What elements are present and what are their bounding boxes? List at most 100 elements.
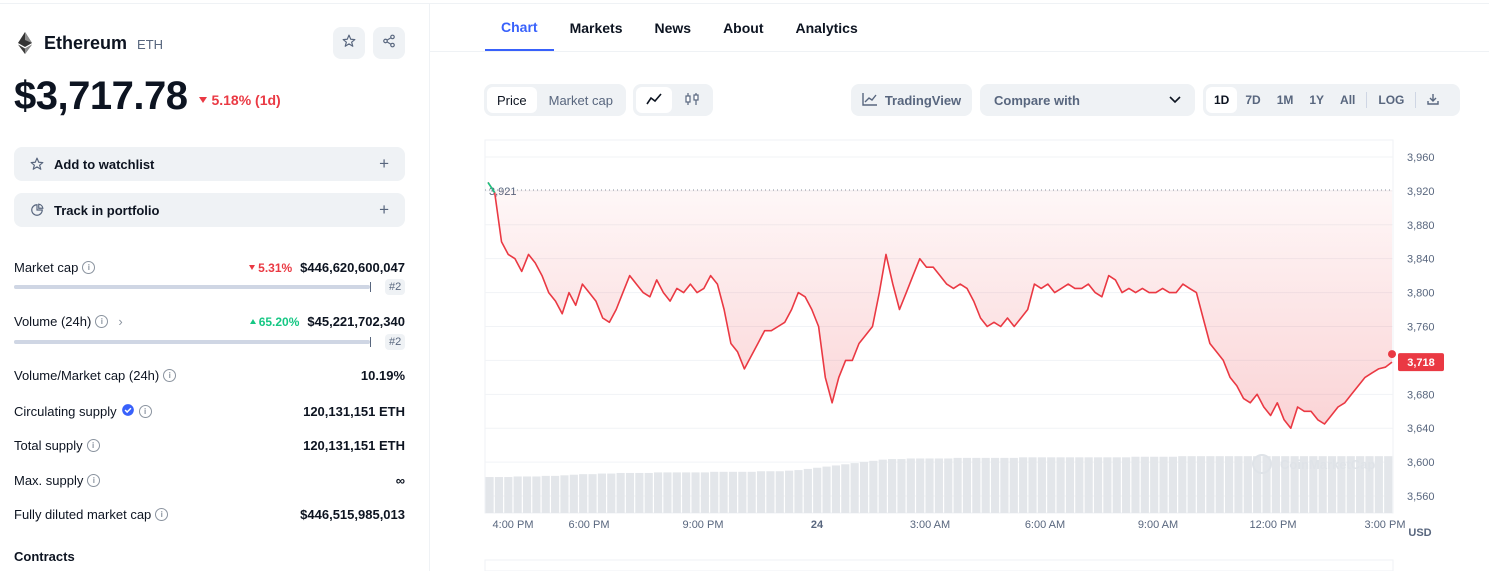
y-tick-label: 3,960 bbox=[1407, 152, 1435, 164]
price-line bbox=[487, 181, 1393, 429]
volume-bar bbox=[1346, 456, 1355, 513]
volume-bar bbox=[1290, 456, 1299, 513]
market-cap-stat: Market cap i 5.31% $446,620,600,047 bbox=[14, 260, 405, 275]
volume-bar bbox=[850, 463, 859, 513]
y-tick-label: 3,880 bbox=[1407, 220, 1435, 232]
volume-bar bbox=[1281, 456, 1290, 513]
x-tick-label: 4:00 PM bbox=[493, 519, 534, 531]
x-tick-label: 9:00 AM bbox=[1138, 519, 1178, 531]
volume-label: Volume (24h) i › bbox=[14, 314, 123, 329]
range-navigator[interactable] bbox=[484, 559, 1394, 571]
volume-bar bbox=[1178, 456, 1187, 513]
y-tick-label: 3,800 bbox=[1407, 288, 1435, 300]
info-icon[interactable]: i bbox=[87, 474, 101, 487]
volume-bar bbox=[1168, 456, 1178, 513]
volume-bar bbox=[644, 472, 653, 513]
volume-bar bbox=[981, 457, 990, 513]
volume-bar bbox=[1131, 456, 1140, 513]
chevron-right-icon[interactable]: › bbox=[118, 314, 123, 329]
volume-bar bbox=[990, 457, 1000, 513]
info-icon[interactable]: i bbox=[163, 369, 177, 382]
volume-bar bbox=[953, 457, 962, 513]
tab-about[interactable]: About bbox=[723, 19, 764, 36]
volume-bar bbox=[1140, 456, 1149, 513]
current-price-tag bbox=[1398, 353, 1444, 372]
volume-bar bbox=[1187, 456, 1196, 513]
tab-news[interactable]: News bbox=[654, 19, 692, 36]
info-icon[interactable]: i bbox=[95, 315, 109, 328]
info-icon[interactable]: i bbox=[138, 405, 152, 418]
info-icon[interactable]: i bbox=[155, 508, 169, 521]
volume-bar bbox=[1047, 457, 1056, 513]
total-supply-stat: Total supply i 120,131,151 ETH bbox=[14, 438, 405, 453]
range-1y[interactable]: 1Y bbox=[1309, 93, 1325, 107]
info-icon[interactable]: i bbox=[86, 439, 100, 452]
volume-bar bbox=[1206, 456, 1215, 513]
range-1m[interactable]: 1M bbox=[1276, 93, 1294, 107]
price-chart[interactable]: 3,9603,9203,8803,8403,8003,7603,7203,680… bbox=[430, 130, 1489, 571]
volume-bar bbox=[1037, 457, 1046, 513]
volume-bar bbox=[1056, 457, 1065, 513]
max-supply-label: Max. supply bbox=[14, 473, 84, 488]
y-tick-label: 3,600 bbox=[1407, 457, 1435, 469]
volume-bar bbox=[541, 475, 550, 513]
volume-bar bbox=[747, 471, 756, 513]
line-chart-icon bbox=[646, 92, 662, 109]
track-in-portfolio-button[interactable]: Track in portfolio + bbox=[14, 193, 405, 227]
fully-diluted-market-cap-stat: Fully diluted market cap i $446,515,985,0… bbox=[14, 507, 405, 522]
volume-bar bbox=[700, 472, 709, 513]
tradingview-button[interactable]: TradingView bbox=[851, 84, 972, 116]
price-option[interactable]: Price bbox=[487, 87, 537, 113]
log-scale-toggle[interactable]: LOG bbox=[1378, 93, 1405, 107]
info-icon[interactable]: i bbox=[82, 261, 96, 274]
total-supply-value: 120,131,151 ETH bbox=[303, 438, 405, 453]
volume-bar bbox=[635, 472, 644, 513]
candlestick-option[interactable] bbox=[674, 87, 710, 113]
chart-style-toggle bbox=[633, 84, 713, 116]
range-7d[interactable]: 7D bbox=[1245, 93, 1261, 107]
max-supply-stat: Max. supply i ∞ bbox=[14, 473, 405, 488]
volume-change: 65.20% bbox=[249, 315, 299, 329]
up-arrow-icon bbox=[249, 319, 256, 324]
download-icon bbox=[1427, 93, 1440, 108]
volume-bar bbox=[1337, 456, 1346, 513]
volume-market-cap-stat: Volume/Market cap (24h) i 10.19% bbox=[14, 368, 405, 383]
volume-bar bbox=[1084, 457, 1093, 513]
trend-icon bbox=[862, 92, 878, 109]
download-button[interactable] bbox=[1419, 87, 1447, 113]
volume-bar bbox=[1271, 456, 1280, 513]
volume-bar bbox=[1019, 457, 1028, 513]
volume-bar bbox=[1309, 456, 1318, 513]
market-cap-label: Market cap i bbox=[14, 260, 96, 275]
volume-bar bbox=[1356, 456, 1365, 513]
tab-markets[interactable]: Markets bbox=[569, 19, 623, 36]
market-cap-option[interactable]: Market cap bbox=[548, 92, 613, 108]
volume-bar bbox=[1365, 456, 1374, 513]
market-cap-change: 5.31% bbox=[249, 261, 292, 275]
progress-end-marker bbox=[370, 282, 371, 292]
volume-bar bbox=[1075, 457, 1084, 513]
share-button[interactable] bbox=[373, 27, 405, 59]
volume-bar bbox=[1327, 456, 1337, 513]
volume-bar bbox=[494, 477, 504, 513]
coin-price: $3,717.78 bbox=[14, 74, 188, 118]
watermark-logo-icon bbox=[1252, 454, 1272, 474]
pie-chart-icon bbox=[30, 203, 46, 217]
market-cap-progress-bar bbox=[14, 285, 370, 289]
range-all[interactable]: All bbox=[1340, 93, 1356, 107]
line-chart-option[interactable] bbox=[636, 87, 672, 113]
volume-bar bbox=[1374, 456, 1383, 513]
volume-bar bbox=[1065, 457, 1075, 513]
y-tick-label: 3,640 bbox=[1407, 423, 1435, 435]
tab-analytics[interactable]: Analytics bbox=[795, 19, 858, 36]
compare-with-dropdown[interactable]: Compare with bbox=[980, 84, 1195, 116]
volume-bar bbox=[775, 471, 784, 513]
range-1d[interactable]: 1D bbox=[1206, 87, 1238, 113]
y-unit-label: USD bbox=[1408, 527, 1431, 539]
star-button[interactable] bbox=[333, 27, 365, 59]
volume-bar bbox=[794, 470, 803, 513]
tab-chart[interactable]: Chart bbox=[485, 4, 554, 51]
coin-symbol: ETH bbox=[137, 37, 164, 52]
down-arrow-icon bbox=[249, 265, 256, 270]
add-to-watchlist-button[interactable]: Add to watchlist + bbox=[14, 147, 405, 181]
